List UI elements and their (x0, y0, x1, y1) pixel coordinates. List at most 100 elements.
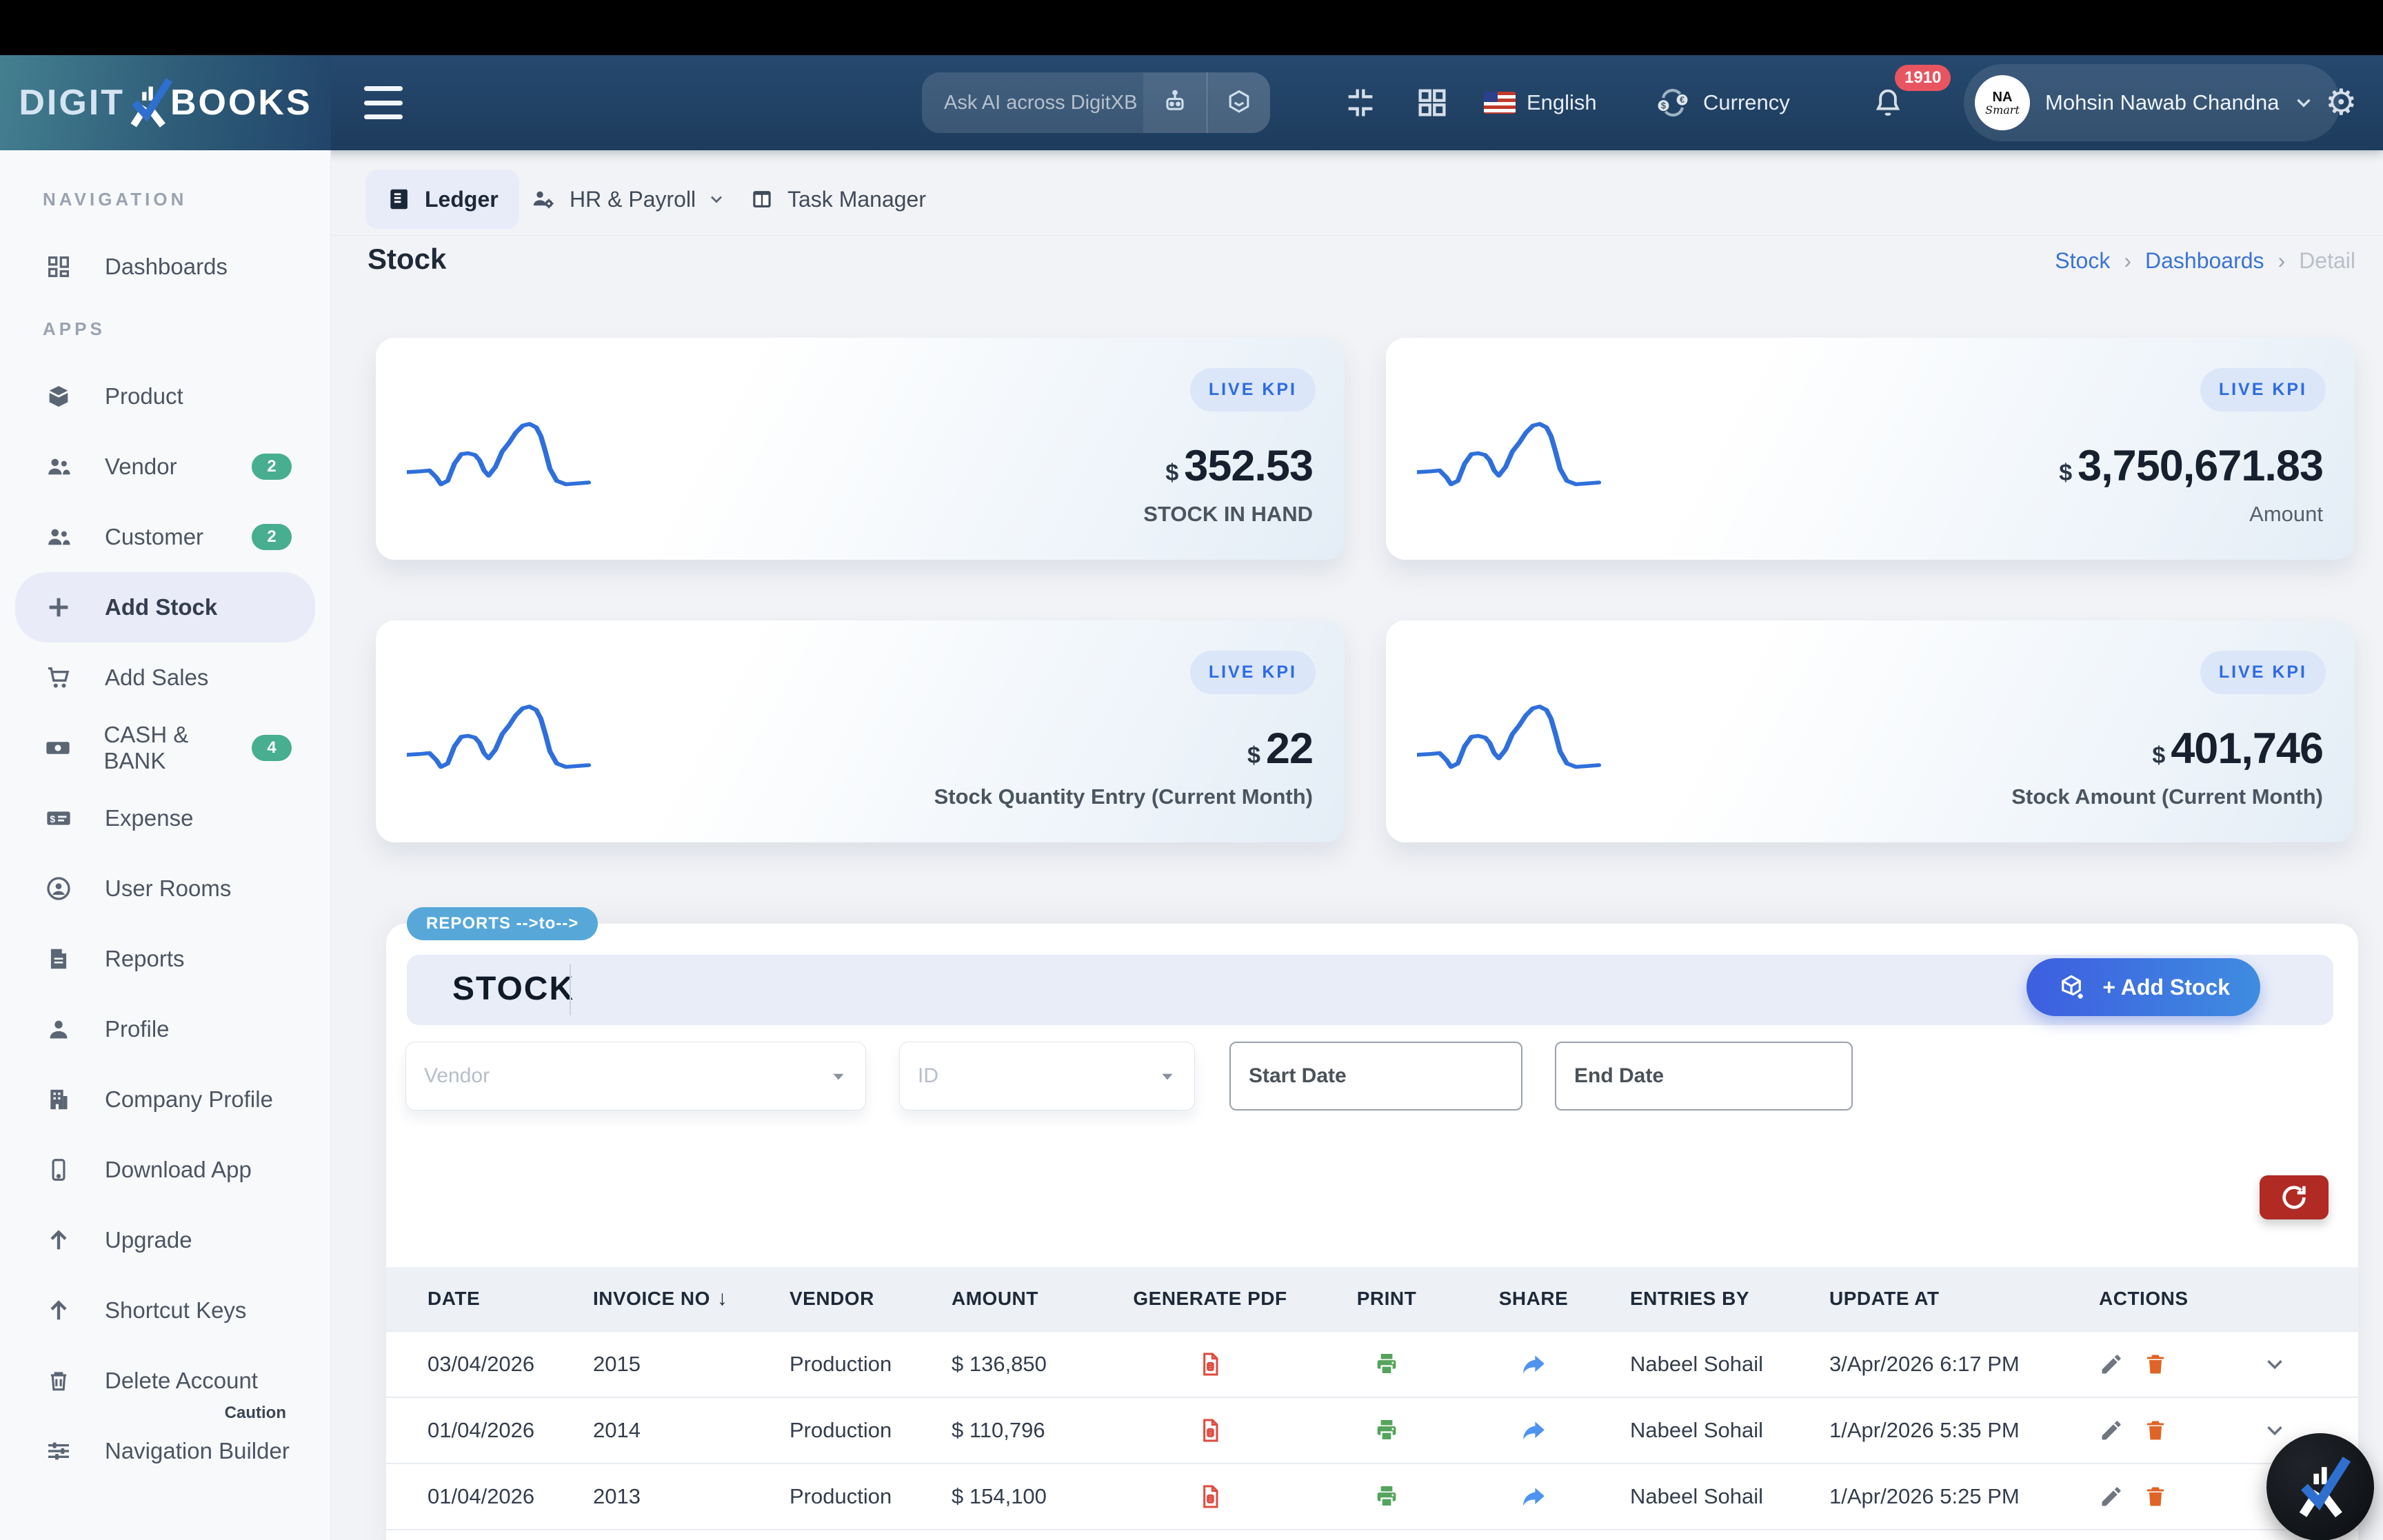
sidebar-item-cash-bank[interactable]: CASH & BANK 4 (15, 713, 315, 783)
cell-date: 01/04/2026 (428, 1398, 534, 1463)
delete-trash-icon[interactable] (2143, 1484, 2168, 1509)
share-icon[interactable] (1520, 1332, 1547, 1397)
col-print[interactable]: PRINT (1357, 1267, 1417, 1330)
share-icon[interactable] (1520, 1398, 1547, 1463)
breadcrumb-stock[interactable]: Stock (2055, 248, 2110, 274)
sidebar-item-upgrade[interactable]: Upgrade (15, 1205, 315, 1275)
refresh-icon (2278, 1182, 2310, 1213)
table-row-partial (386, 1529, 2358, 1540)
start-date-field[interactable] (1229, 1042, 1522, 1111)
robot-icon[interactable] (1143, 72, 1207, 133)
svg-text:$: $ (1661, 100, 1666, 110)
sidebar-section-navigation: NAVIGATION (43, 179, 330, 219)
sidebar-section-apps: APPS (43, 309, 330, 349)
logo-text-books: BOOKS (170, 82, 312, 123)
edit-pencil-icon[interactable] (2099, 1484, 2124, 1509)
currency-switcher[interactable]: $ € Currency (1653, 55, 1790, 150)
delete-trash-icon[interactable] (2143, 1418, 2168, 1443)
edit-pencil-icon[interactable] (2099, 1418, 2124, 1443)
language-switcher[interactable]: English (1484, 55, 1597, 150)
sidebar-item-dashboards[interactable]: Dashboards (15, 232, 315, 302)
row-expand-chevron-icon[interactable] (2262, 1332, 2288, 1397)
add-stock-button[interactable]: + Add Stock (2027, 958, 2260, 1016)
sidebar-item-reports[interactable]: Reports (15, 924, 315, 994)
hamburger-menu-icon[interactable] (364, 86, 403, 119)
end-date-field[interactable] (1555, 1042, 1853, 1111)
share-icon[interactable] (1520, 1464, 1547, 1529)
tab-task-manager[interactable]: Task Manager (728, 170, 947, 229)
vendor-filter-select[interactable]: Vendor (405, 1042, 866, 1111)
start-date-input[interactable] (1249, 1064, 1503, 1088)
expense-icon: $ (43, 802, 74, 834)
table-row[interactable]: 01/04/2026 2013 Production $ 154,100 Nab… (386, 1463, 2358, 1529)
currency-prefix: $ (1165, 460, 1178, 487)
table-row[interactable]: 01/04/2026 2014 Production $ 110,796 Nab… (386, 1397, 2358, 1463)
col-share[interactable]: SHARE (1499, 1267, 1569, 1330)
refresh-button[interactable] (2260, 1175, 2329, 1219)
end-date-input[interactable] (1574, 1064, 1833, 1088)
edit-pencil-icon[interactable] (2099, 1352, 2124, 1377)
tab-hr-payroll[interactable]: HR & Payroll (509, 170, 747, 229)
app-grid-icon[interactable] (1408, 55, 1456, 150)
sidebar-item-shortcut-keys[interactable]: Shortcut Keys (15, 1275, 315, 1346)
sort-descending-icon[interactable]: ↓ (717, 1287, 728, 1310)
sidebar-item-vendor[interactable]: Vendor 2 (15, 432, 315, 502)
sidebar-item-customer[interactable]: Customer 2 (15, 502, 315, 572)
compress-icon[interactable] (1336, 55, 1385, 150)
table-header-row: DATE INVOICE NO ↓ VENDOR AMOUNT GENERATE… (386, 1267, 2358, 1330)
svg-text:€: € (1680, 94, 1685, 105)
brand-floating-button[interactable] (2266, 1433, 2374, 1540)
ai-search-bar[interactable] (922, 72, 1270, 133)
generate-pdf-icon[interactable] (1196, 1332, 1224, 1397)
search-input[interactable] (922, 72, 1143, 133)
currency-prefix: $ (2152, 742, 2165, 769)
kpi-value: 3,750,671.83 (2078, 441, 2323, 491)
col-invoice-no[interactable]: INVOICE NO ↓ (593, 1267, 727, 1330)
tab-label: Task Manager (787, 187, 926, 212)
print-icon[interactable] (1373, 1332, 1400, 1397)
sidebar-item-delete-account[interactable]: Delete Account Caution (15, 1346, 315, 1416)
id-filter-select[interactable]: ID (899, 1042, 1195, 1111)
delete-trash-icon[interactable] (2143, 1352, 2168, 1377)
table-row[interactable]: 03/04/2026 2015 Production $ 136,850 Nab… (386, 1330, 2358, 1397)
col-generate-pdf[interactable]: GENERATE PDF (1133, 1267, 1287, 1330)
app-root: DIGIT BOOKS (0, 0, 2383, 1540)
chevron-down-icon (2292, 91, 2315, 114)
col-vendor[interactable]: VENDOR (790, 1267, 874, 1330)
sidebar-item-expense[interactable]: $ Expense (15, 783, 315, 853)
box-icon[interactable] (1207, 72, 1270, 133)
logo-text-digit: DIGIT (19, 82, 125, 123)
sidebar-item-download-app[interactable]: Download App (15, 1135, 315, 1205)
sidebar-item-profile[interactable]: Profile (15, 994, 315, 1064)
caret-down-icon (1158, 1067, 1176, 1085)
sidebar-item-add-sales[interactable]: Add Sales (15, 642, 315, 713)
print-icon[interactable] (1373, 1398, 1400, 1463)
breadcrumb-dashboards[interactable]: Dashboards (2145, 248, 2264, 274)
user-menu[interactable]: NA Smart Mohsin Nawab Chandna (1964, 64, 2340, 141)
sidebar-item-company-profile[interactable]: Company Profile (15, 1064, 315, 1135)
generate-pdf-icon[interactable] (1196, 1464, 1224, 1529)
ledger-book-icon (386, 186, 412, 212)
col-entries-by[interactable]: ENTRIES BY (1630, 1267, 1749, 1330)
settings-button[interactable]: ⚙ (2325, 55, 2357, 150)
col-update-at[interactable]: UPDATE AT (1829, 1267, 1940, 1330)
cell-entries-by: Nabeel Sohail (1630, 1332, 1763, 1397)
tab-ledger[interactable]: Ledger (365, 170, 519, 229)
top-black-strip (0, 0, 2383, 55)
us-flag-icon (1484, 92, 1516, 114)
currency-prefix: $ (2059, 460, 2072, 487)
col-date[interactable]: DATE (428, 1267, 480, 1330)
cash-bank-count-badge: 4 (252, 735, 292, 761)
cell-entries-by: Nabeel Sohail (1630, 1398, 1763, 1463)
print-icon[interactable] (1373, 1464, 1400, 1529)
sidebar-item-product[interactable]: Product (15, 361, 315, 432)
notifications-button[interactable]: 1910 (1870, 55, 1906, 150)
stock-section-title: STOCK (452, 970, 574, 1008)
sidebar-item-user-rooms[interactable]: User Rooms (15, 853, 315, 924)
generate-pdf-icon[interactable] (1196, 1398, 1224, 1463)
sidebar-item-navigation-builder[interactable]: Navigation Builder (15, 1416, 315, 1486)
col-actions[interactable]: ACTIONS (2099, 1267, 2189, 1330)
sidebar-item-add-stock[interactable]: Add Stock (15, 572, 315, 642)
col-amount[interactable]: AMOUNT (952, 1267, 1038, 1330)
brand-logo[interactable]: DIGIT BOOKS (0, 55, 331, 150)
